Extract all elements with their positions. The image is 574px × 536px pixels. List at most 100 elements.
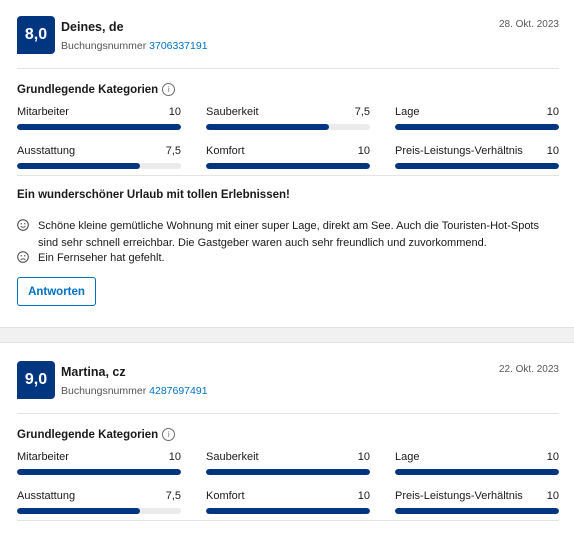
category-header: Preis-Leistungs-Verhältnis 10: [395, 489, 559, 503]
category-bar: [17, 469, 181, 475]
category-score: Komfort 10: [206, 489, 370, 514]
category-label: Sauberkeit: [206, 106, 259, 118]
frowning-face-icon: [17, 251, 29, 263]
booking-number-label: Buchungsnummer: [61, 40, 147, 52]
category-header: Preis-Leistungs-Verhältnis 10: [395, 144, 559, 158]
category-bar-fill: [206, 469, 370, 475]
category-bar-fill: [395, 124, 559, 130]
category-bar: [17, 163, 181, 169]
category-bar: [395, 163, 559, 169]
booking-number-link[interactable]: 3706337191: [149, 40, 208, 52]
category-label: Ausstattung: [17, 490, 76, 502]
category-label: Ausstattung: [17, 145, 76, 157]
booking-number: Buchungsnummer 4287697491: [61, 385, 208, 397]
category-bar-fill: [395, 163, 559, 169]
category-header: Ausstattung 7,5: [17, 144, 181, 158]
category-value: 10: [546, 490, 559, 502]
negative-comment: Ein Fernseher hat gefehlt.: [17, 250, 557, 267]
category-header: Sauberkeit 10: [206, 450, 370, 464]
category-score: Preis-Leistungs-Verhältnis 10: [395, 489, 559, 514]
category-label: Preis-Leistungs-Verhältnis: [395, 145, 523, 157]
category-label: Komfort: [206, 490, 245, 502]
category-header: Lage 10: [395, 105, 559, 119]
category-label: Lage: [395, 106, 420, 118]
category-header: Sauberkeit 7,5: [206, 105, 370, 119]
reply-button[interactable]: Antworten: [17, 277, 96, 306]
category-bar: [17, 124, 181, 130]
category-bar: [395, 508, 559, 514]
category-header: Lage 10: [395, 450, 559, 464]
category-score: Sauberkeit 7,5: [206, 105, 370, 130]
booking-number-label: Buchungsnummer: [61, 385, 147, 397]
category-bar-fill: [206, 124, 329, 130]
category-score: Sauberkeit 10: [206, 450, 370, 475]
booking-number-link[interactable]: 4287697491: [149, 385, 208, 397]
category-value: 10: [168, 106, 181, 118]
category-value: 10: [546, 145, 559, 157]
category-score: Ausstattung 7,5: [17, 144, 181, 169]
review-date: 22. Okt. 2023: [498, 364, 559, 375]
category-value: 7,5: [165, 490, 181, 502]
negative-text: Ein Fernseher hat gefehlt.: [38, 252, 165, 264]
category-score: Komfort 10: [206, 144, 370, 169]
category-score: Lage 10: [395, 450, 559, 475]
category-header: Mitarbeiter 10: [17, 450, 181, 464]
category-header: Komfort 10: [206, 144, 370, 158]
category-header: Ausstattung 7,5: [17, 489, 181, 503]
reviewer-name: Deines, de: [61, 20, 124, 34]
category-bar: [206, 124, 370, 130]
category-value: 10: [357, 451, 370, 463]
category-bar-fill: [17, 163, 140, 169]
review-headline: Ein wunderschöner Urlaub mit tollen Erle…: [17, 189, 290, 201]
reviewer-name: Martina, cz: [61, 365, 126, 379]
booking-number: Buchungsnummer 3706337191: [61, 40, 208, 52]
category-score: Mitarbeiter 10: [17, 105, 181, 130]
category-label: Mitarbeiter: [17, 451, 69, 463]
category-bar-fill: [395, 508, 559, 514]
category-header: Komfort 10: [206, 489, 370, 503]
category-bar: [395, 469, 559, 475]
smiling-face-icon: [17, 219, 29, 231]
category-score: Ausstattung 7,5: [17, 489, 181, 514]
category-score: Mitarbeiter 10: [17, 450, 181, 475]
divider: [17, 175, 559, 176]
category-value: 10: [546, 106, 559, 118]
category-bar-fill: [395, 469, 559, 475]
divider: [17, 68, 559, 69]
category-header: Mitarbeiter 10: [17, 105, 181, 119]
category-value: 10: [546, 451, 559, 463]
category-bar-fill: [17, 124, 181, 130]
divider: [17, 413, 559, 414]
category-bar: [395, 124, 559, 130]
positive-text: Schöne kleine gemütliche Wohnung mit ein…: [38, 220, 539, 249]
info-circle-icon[interactable]: i: [162, 83, 176, 96]
category-label: Lage: [395, 451, 420, 463]
category-bar: [17, 508, 181, 514]
category-label: Komfort: [206, 145, 245, 157]
categories-title: Grundlegende Kategorien: [17, 83, 159, 96]
category-bar-fill: [206, 508, 370, 514]
category-bar-fill: [17, 469, 181, 475]
category-value: 10: [168, 451, 181, 463]
review-date: 28. Okt. 2023: [498, 19, 559, 30]
category-bar-fill: [206, 163, 370, 169]
category-label: Sauberkeit: [206, 451, 259, 463]
info-circle-icon[interactable]: i: [162, 428, 176, 441]
category-bar-fill: [17, 508, 140, 514]
categories-heading: Grundlegende Kategorien i: [17, 83, 176, 96]
score-badge: 8,0: [17, 16, 55, 54]
category-bar: [206, 508, 370, 514]
category-label: Preis-Leistungs-Verhältnis: [395, 490, 523, 502]
category-score: Lage 10: [395, 105, 559, 130]
divider: [17, 520, 559, 521]
categories-heading: Grundlegende Kategorien i: [17, 428, 176, 441]
positive-comment: Schöne kleine gemütliche Wohnung mit ein…: [17, 218, 557, 251]
category-label: Mitarbeiter: [17, 106, 69, 118]
category-score: Preis-Leistungs-Verhältnis 10: [395, 144, 559, 169]
category-value: 10: [357, 145, 370, 157]
review-separator: [0, 327, 574, 343]
category-bar: [206, 469, 370, 475]
score-badge: 9,0: [17, 361, 55, 399]
category-value: 10: [357, 490, 370, 502]
category-value: 7,5: [354, 106, 370, 118]
